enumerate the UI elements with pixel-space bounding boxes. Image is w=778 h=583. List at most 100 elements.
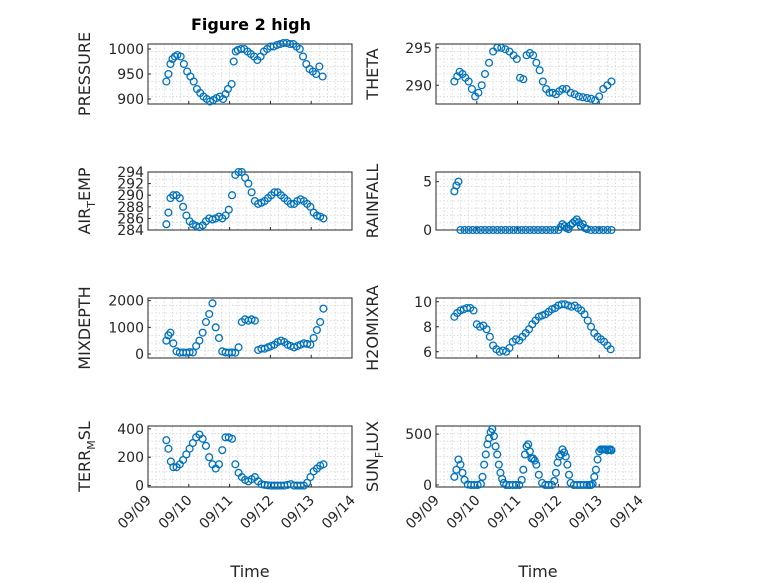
axes-box bbox=[435, 171, 641, 231]
data-point bbox=[227, 191, 237, 200]
data-point bbox=[484, 58, 494, 67]
data-point bbox=[477, 81, 486, 90]
data-point bbox=[595, 225, 604, 235]
data-point bbox=[521, 225, 530, 235]
data-point bbox=[166, 328, 175, 337]
data-point bbox=[188, 348, 197, 357]
y-tick-label: 0 bbox=[423, 223, 432, 239]
data-point bbox=[164, 444, 173, 453]
data-point bbox=[454, 177, 463, 186]
data-point bbox=[517, 475, 526, 484]
data-point bbox=[319, 214, 328, 223]
y-axis-label: TERRMSL bbox=[75, 421, 98, 493]
data-point bbox=[316, 317, 325, 327]
data-point bbox=[494, 460, 503, 469]
data-point bbox=[237, 167, 246, 177]
data-point bbox=[182, 211, 191, 220]
x-tick-label: 09/10 bbox=[444, 493, 484, 533]
data-point bbox=[306, 202, 315, 211]
data-point bbox=[214, 460, 224, 469]
data-point bbox=[493, 225, 502, 235]
data-point bbox=[529, 51, 538, 60]
data-point bbox=[512, 54, 521, 64]
y-axis-label: H2OMIXRA bbox=[363, 285, 382, 371]
data-point bbox=[319, 304, 328, 313]
data-point bbox=[478, 472, 487, 481]
y-tick-label: 5 bbox=[423, 175, 432, 191]
data-point bbox=[599, 225, 608, 235]
data-point bbox=[164, 69, 173, 79]
axes-box bbox=[147, 425, 353, 488]
data-point bbox=[533, 225, 543, 235]
data-point bbox=[231, 460, 240, 469]
data-point bbox=[532, 460, 541, 469]
data-point bbox=[454, 455, 463, 464]
data-point bbox=[607, 225, 616, 235]
data-point bbox=[456, 225, 465, 235]
data-point bbox=[176, 52, 185, 61]
data-point bbox=[519, 75, 528, 84]
data-point bbox=[601, 445, 610, 454]
y-tick-label: 0 bbox=[135, 347, 144, 363]
subplot-terr_msl: 0 200 400 09/09 09/10 09/11 09/12 09/13 09/14 Tim… bbox=[75, 421, 359, 581]
data-point bbox=[501, 225, 510, 235]
subplot-h2omixra: 6 8 10 H2OMIXRA bbox=[363, 285, 641, 371]
data-point bbox=[542, 225, 551, 235]
data-point bbox=[493, 450, 502, 459]
data-point bbox=[464, 77, 473, 86]
data-point bbox=[574, 218, 583, 227]
data-point bbox=[606, 345, 615, 354]
data-point bbox=[607, 77, 616, 86]
data-point bbox=[227, 79, 236, 89]
subplot-pressure: 900 950 1000 PRESSURE bbox=[75, 32, 353, 116]
data-point bbox=[312, 325, 321, 335]
y-axis-label: THETA bbox=[363, 48, 382, 100]
y-tick-label: 200 bbox=[117, 450, 144, 466]
data-point bbox=[476, 479, 485, 489]
y-tick-label: 1000 bbox=[108, 42, 144, 58]
data-point bbox=[505, 225, 514, 235]
data-point bbox=[205, 309, 214, 319]
data-point bbox=[560, 448, 569, 457]
data-point bbox=[270, 188, 279, 197]
data-point bbox=[578, 93, 587, 102]
y-tick-label: 500 bbox=[405, 427, 432, 443]
data-point bbox=[574, 92, 583, 101]
data-point bbox=[489, 225, 498, 235]
data-point bbox=[458, 468, 467, 477]
data-point bbox=[529, 454, 538, 463]
y-tick-label: 290 bbox=[405, 78, 432, 94]
data-point bbox=[189, 77, 198, 86]
data-point bbox=[250, 316, 259, 325]
data-point bbox=[595, 92, 604, 101]
data-point bbox=[525, 225, 534, 235]
data-point bbox=[586, 480, 596, 490]
data-point bbox=[468, 225, 477, 235]
data-point bbox=[162, 436, 171, 445]
data-point bbox=[469, 306, 478, 315]
data-point bbox=[227, 348, 237, 357]
x-tick-label: 09/13 bbox=[278, 493, 318, 533]
data-point bbox=[582, 93, 592, 103]
data-point bbox=[570, 217, 579, 226]
data-point bbox=[517, 225, 526, 235]
y-tick-label: 286 bbox=[117, 211, 144, 227]
data-point bbox=[505, 343, 514, 353]
data-point bbox=[591, 96, 600, 105]
y-axis-label: MIXDEPTH bbox=[75, 286, 94, 369]
data-point bbox=[201, 441, 210, 450]
data-point bbox=[538, 225, 547, 235]
data-point bbox=[450, 472, 459, 481]
data-point bbox=[509, 225, 518, 235]
data-point bbox=[179, 202, 188, 211]
data-point bbox=[480, 225, 490, 235]
data-point bbox=[318, 72, 327, 81]
data-point bbox=[296, 481, 305, 490]
data-point bbox=[529, 225, 538, 235]
data-point bbox=[524, 440, 533, 449]
data-point bbox=[179, 59, 188, 69]
y-tick-label: 295 bbox=[405, 41, 432, 57]
data-point bbox=[547, 480, 556, 490]
